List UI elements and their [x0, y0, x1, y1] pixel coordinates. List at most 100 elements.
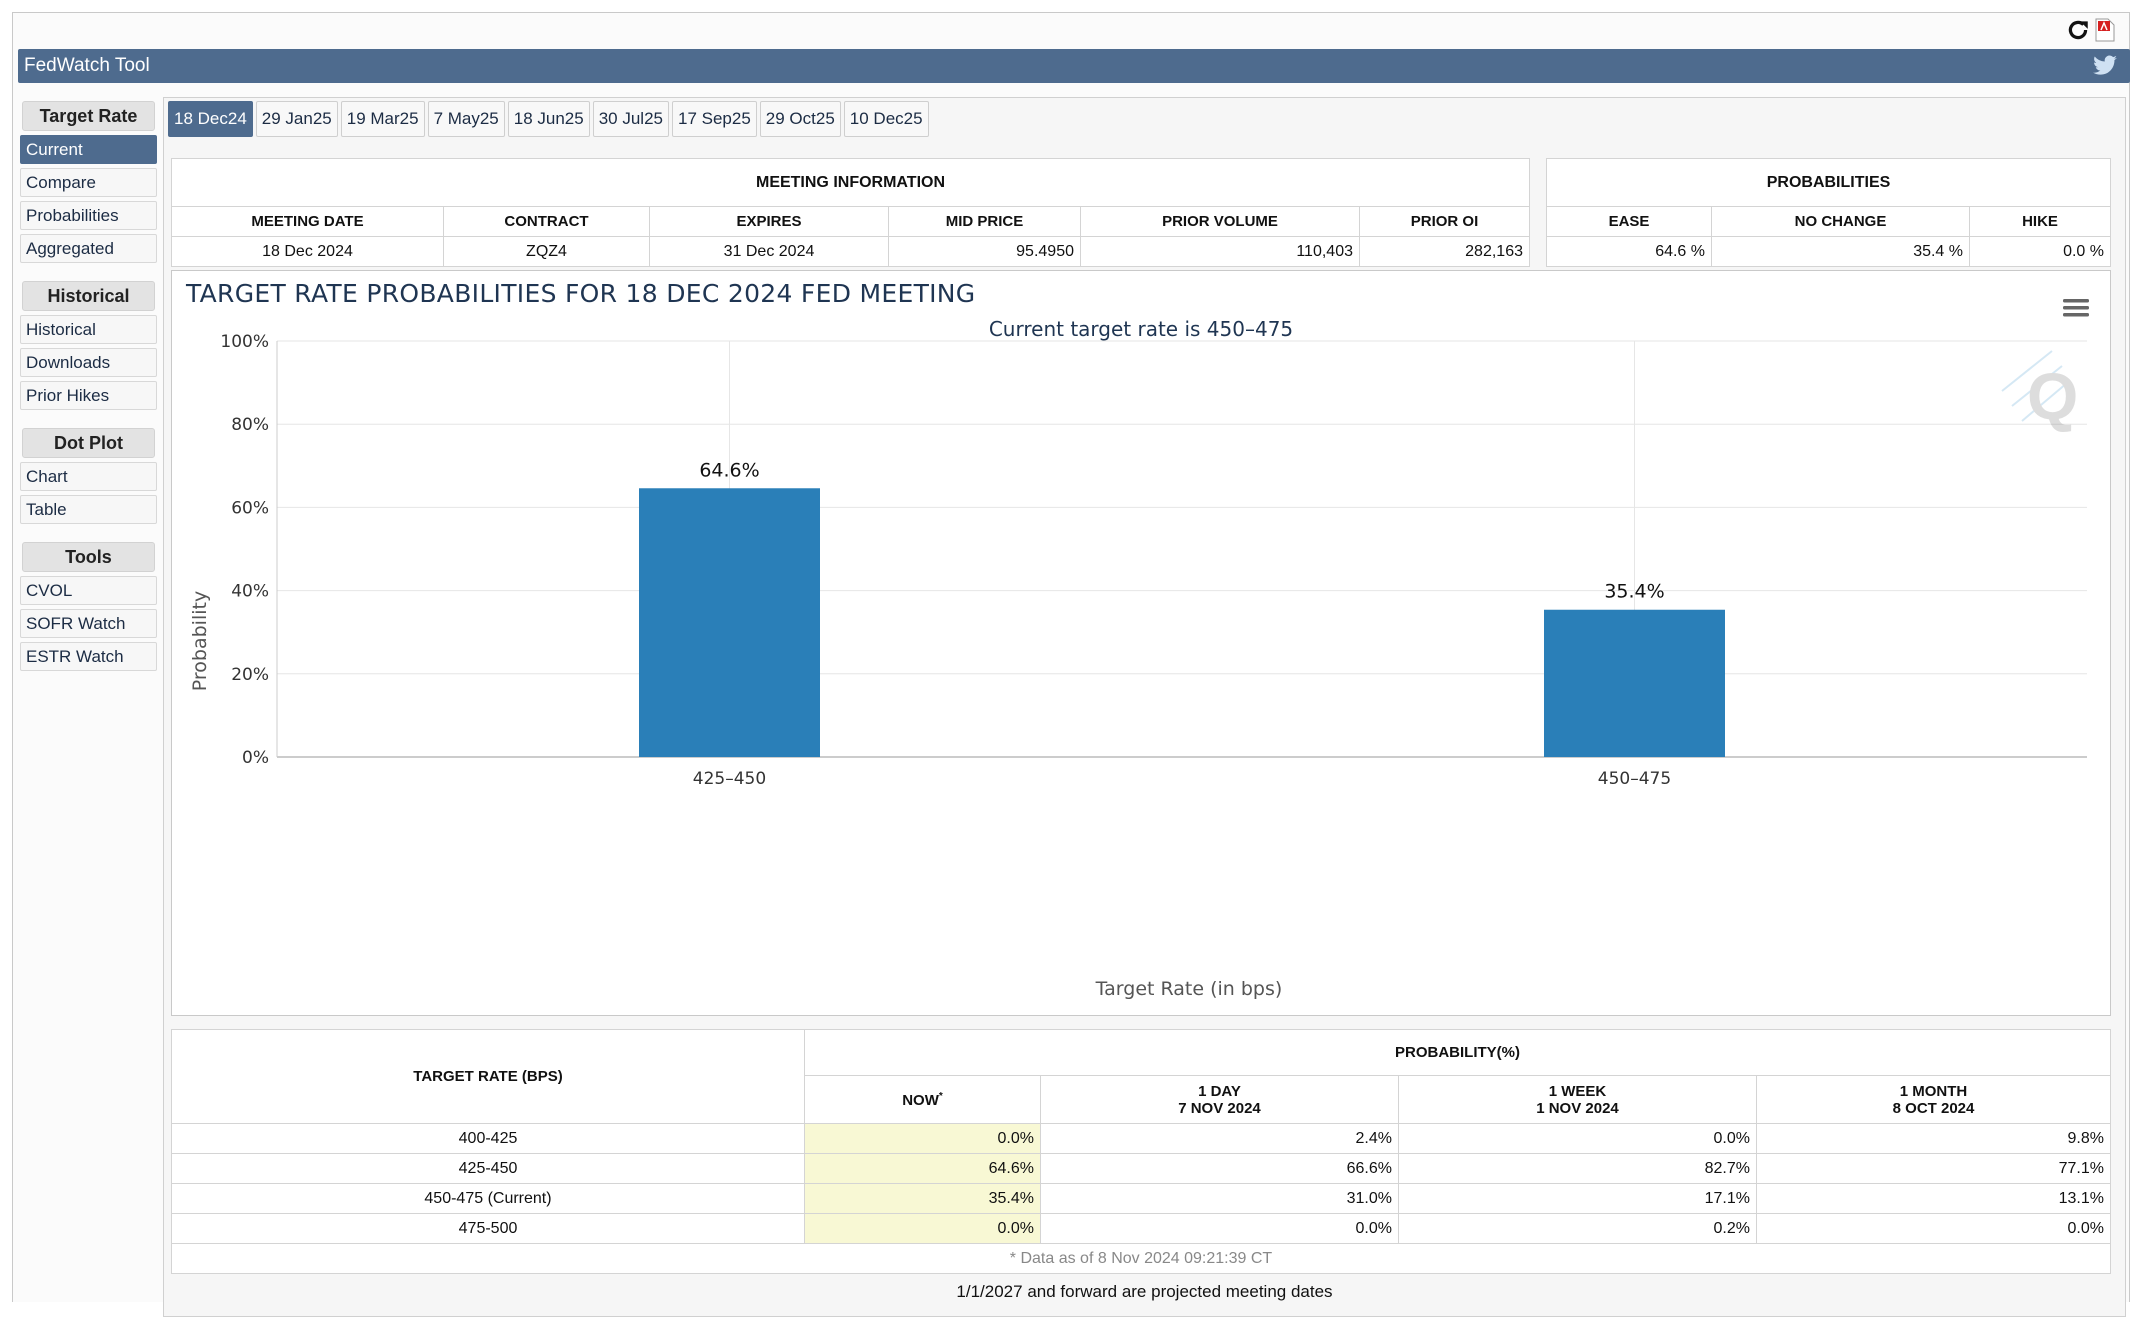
- tab-7-may25[interactable]: 7 May25: [427, 101, 505, 137]
- now-cell: 0.0%: [804, 1123, 1041, 1154]
- rate-cell: 425-450: [171, 1153, 805, 1184]
- header-probability-group: PROBABILITY(%): [804, 1029, 2111, 1076]
- x-axis-label: Target Rate (in bps): [1095, 978, 1283, 1000]
- header-1-week: 1 WEEK 1 NOV 2024: [1398, 1075, 1757, 1124]
- header-now-label: NOW: [902, 1091, 939, 1109]
- header-1-day: 1 DAY 7 NOV 2024: [1040, 1075, 1399, 1124]
- sidebar-item-chart[interactable]: Chart: [20, 462, 157, 491]
- sidebar-item-probabilities[interactable]: Probabilities: [20, 201, 157, 230]
- prior-oi-value: 282,163: [1359, 236, 1530, 267]
- quikstrike-logo: Q: [2001, 350, 2078, 433]
- rate-cell: 450-475 (Current): [171, 1183, 805, 1214]
- sidebar-item-prior-hikes[interactable]: Prior Hikes: [20, 381, 157, 410]
- day-cell: 66.6%: [1040, 1153, 1399, 1184]
- bar-425–450[interactable]: [639, 488, 820, 757]
- app-frame: FedWatch Tool Target Rate Current Compar…: [12, 12, 2130, 1317]
- chart-panel: Q 0% 20% 40% 60% 80% 100% 64.6% 425–450 35.4% 450…: [171, 270, 2111, 1016]
- header-hike: HIKE: [1969, 206, 2111, 237]
- probability-table: TARGET RATE (BPS) PROBABILITY(%) NOW* 1 …: [171, 1029, 2111, 1274]
- no-change-value: 35.4 %: [1711, 236, 1970, 267]
- sidebar-header-target-rate: Target Rate: [22, 101, 155, 131]
- header-prior-volume: PRIOR VOLUME: [1080, 206, 1360, 237]
- x-tick-label: 425–450: [693, 769, 766, 789]
- day-cell: 2.4%: [1040, 1123, 1399, 1154]
- table-row: 475-500 0.0% 0.0% 0.2% 0.0%: [171, 1213, 2111, 1244]
- month-cell: 0.0%: [1756, 1213, 2111, 1244]
- y-tick-label: 20%: [231, 665, 269, 685]
- mid-price-value: 95.4950: [888, 236, 1081, 267]
- header-no-change: NO CHANGE: [1711, 206, 1970, 237]
- app-title: FedWatch Tool: [24, 55, 150, 76]
- sidebar-header-historical: Historical: [22, 281, 155, 311]
- meeting-info-title: MEETING INFORMATION: [171, 158, 1530, 207]
- bar-data-label: 35.4%: [1604, 581, 1664, 603]
- meeting-date-value: 18 Dec 2024: [171, 236, 444, 267]
- week-cell: 0.2%: [1398, 1213, 1757, 1244]
- bar-450–475[interactable]: [1544, 609, 1725, 757]
- week-cell: 17.1%: [1398, 1183, 1757, 1214]
- sidebar-header-tools: Tools: [22, 542, 155, 572]
- tab-29-oct25[interactable]: 29 Oct25: [759, 101, 841, 137]
- header-contract: CONTRACT: [443, 206, 650, 237]
- tab-19-mar25[interactable]: 19 Mar25: [340, 101, 425, 137]
- sidebar: Target Rate Current Compare Probabilitie…: [20, 101, 157, 675]
- sidebar-item-downloads[interactable]: Downloads: [20, 348, 157, 377]
- prior-volume-value: 110,403: [1080, 236, 1360, 267]
- y-tick-label: 80%: [231, 415, 269, 435]
- day-cell: 31.0%: [1040, 1183, 1399, 1214]
- tab-30-jul25[interactable]: 30 Jul25: [592, 101, 669, 137]
- chart-title: TARGET RATE PROBABILITIES FOR 18 DEC 202…: [186, 279, 976, 308]
- header-1-day-line2: 7 NOV 2024: [1178, 1099, 1261, 1117]
- header-prior-oi: PRIOR OI: [1359, 206, 1530, 237]
- probabilities-title: PROBABILITIES: [1546, 158, 2111, 207]
- pdf-icon[interactable]: [2095, 18, 2115, 42]
- header-ease: EASE: [1546, 206, 1712, 237]
- sidebar-item-current[interactable]: Current: [20, 135, 157, 164]
- sidebar-item-sofr-watch[interactable]: SOFR Watch: [20, 609, 157, 638]
- app-titlebar: FedWatch Tool: [18, 49, 2130, 83]
- sidebar-item-historical[interactable]: Historical: [20, 315, 157, 344]
- week-cell: 0.0%: [1398, 1123, 1757, 1154]
- main-panel: 18 Dec24 29 Jan25 19 Mar25 7 May25 18 Ju…: [163, 97, 2126, 1317]
- now-cell: 64.6%: [804, 1153, 1041, 1184]
- tab-10-dec25[interactable]: 10 Dec25: [843, 101, 929, 137]
- x-tick-label: 450–475: [1598, 769, 1671, 789]
- meeting-info-table: MEETING INFORMATION MEETING DATE CONTRAC…: [171, 158, 1530, 267]
- tab-29-jan25[interactable]: 29 Jan25: [255, 101, 338, 137]
- tab-18-dec24[interactable]: 18 Dec24: [168, 101, 253, 137]
- expires-value: 31 Dec 2024: [649, 236, 889, 267]
- data-timestamp-footnote: * Data as of 8 Nov 2024 09:21:39 CT: [171, 1243, 2111, 1274]
- now-cell: 35.4%: [804, 1183, 1041, 1214]
- tab-18-jun25[interactable]: 18 Jun25: [507, 101, 590, 137]
- header-mid-price: MID PRICE: [888, 206, 1081, 237]
- month-cell: 77.1%: [1756, 1153, 2111, 1184]
- header-1-day-line1: 1 DAY: [1198, 1082, 1241, 1100]
- sidebar-item-estr-watch[interactable]: ESTR Watch: [20, 642, 157, 671]
- y-tick-label: 100%: [220, 332, 269, 352]
- ease-value: 64.6 %: [1546, 236, 1712, 267]
- twitter-icon[interactable]: [2092, 54, 2118, 78]
- projected-dates-note: 1/1/2027 and forward are projected meeti…: [956, 1282, 1333, 1301]
- table-row: 425-450 64.6% 66.6% 82.7% 77.1%: [171, 1153, 2111, 1184]
- sidebar-item-compare[interactable]: Compare: [20, 168, 157, 197]
- refresh-icon[interactable]: [2065, 17, 2091, 43]
- header-meeting-date: MEETING DATE: [171, 206, 444, 237]
- probability-chart: Q 0% 20% 40% 60% 80% 100% 64.6% 425–450 35.4% 450…: [189, 332, 2087, 1000]
- contract-value: ZQZ4: [443, 236, 650, 267]
- header-1-week-line2: 1 NOV 2024: [1536, 1099, 1619, 1117]
- sidebar-header-dot-plot: Dot Plot: [22, 428, 155, 458]
- now-cell: 0.0%: [804, 1213, 1041, 1244]
- header-1-month: 1 MONTH 8 OCT 2024: [1756, 1075, 2111, 1124]
- month-cell: 9.8%: [1756, 1123, 2111, 1154]
- header-1-month-line2: 8 OCT 2024: [1892, 1099, 1975, 1117]
- chart-menu-icon[interactable]: [2062, 297, 2090, 319]
- sidebar-item-cvol[interactable]: CVOL: [20, 576, 157, 605]
- chart-subtitle: Current target rate is 450–475: [988, 317, 1294, 341]
- tab-17-sep25[interactable]: 17 Sep25: [672, 101, 757, 137]
- day-cell: 0.0%: [1040, 1213, 1399, 1244]
- y-tick-label: 0%: [242, 748, 269, 768]
- header-now-mark: *: [938, 1090, 943, 1102]
- sidebar-item-aggregated[interactable]: Aggregated: [20, 234, 157, 263]
- sidebar-item-table[interactable]: Table: [20, 495, 157, 524]
- table-row: 450-475 (Current) 35.4% 31.0% 17.1% 13.1…: [171, 1183, 2111, 1214]
